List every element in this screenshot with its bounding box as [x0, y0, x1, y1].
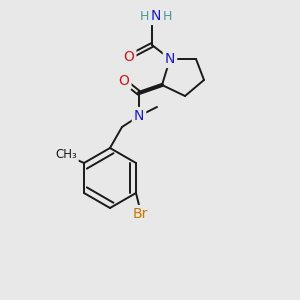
Text: Br: Br [132, 207, 148, 221]
Text: O: O [124, 50, 134, 64]
Text: H: H [139, 11, 149, 23]
Text: N: N [134, 109, 144, 123]
Text: O: O [118, 74, 129, 88]
Text: CH₃: CH₃ [55, 148, 77, 161]
Text: H: H [162, 11, 172, 23]
Text: N: N [151, 9, 161, 23]
Text: N: N [165, 52, 175, 66]
